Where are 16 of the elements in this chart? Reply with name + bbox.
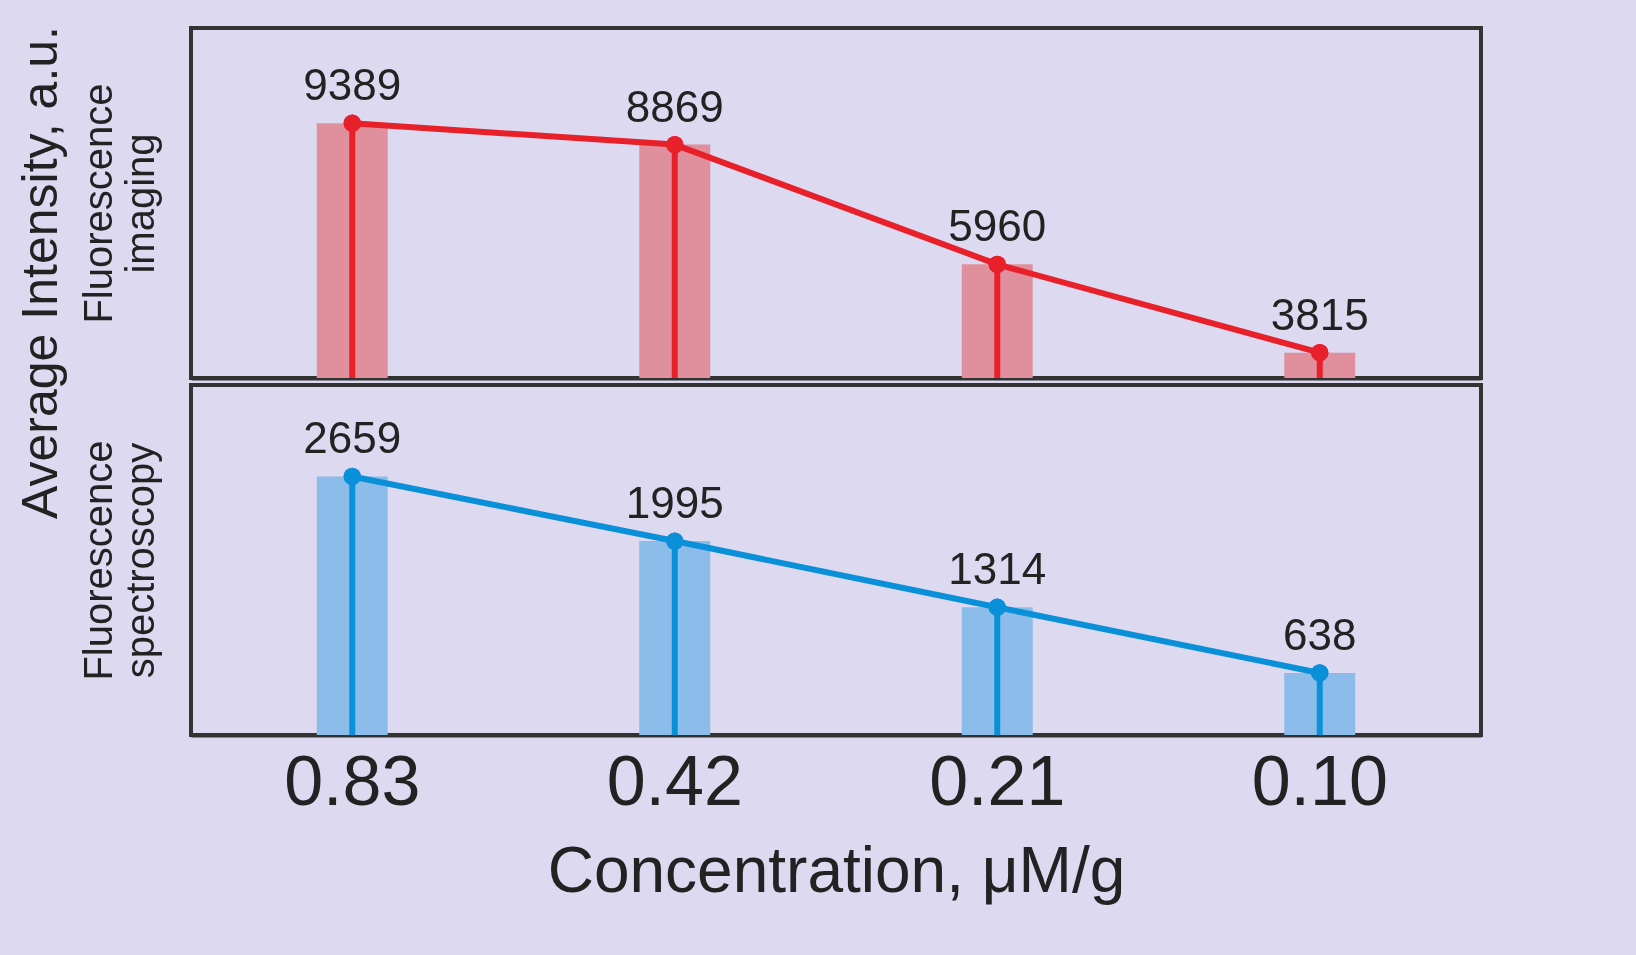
data-label: 1314 [948,544,1047,594]
x-tick-label: 0.83 [284,741,421,820]
data-label: 8869 [625,81,724,131]
x-tick-label: 0.21 [929,741,1066,820]
data-label: 2659 [303,413,402,463]
data-label: 1995 [625,478,724,528]
y-axis-title: Fluorescence imaging [75,83,162,324]
data-label: 638 [1283,609,1357,659]
text: Average Intensity, a.u. [12,26,68,519]
data-label: 9389 [303,60,402,110]
data-label: 3815 [1270,289,1369,339]
x-axis-title: Concentration, μM/g [547,833,1126,906]
y-axis-title: Fluorescence spectroscopy [75,440,162,681]
x-tick-label: 0.42 [606,741,743,820]
x-tick-label: 0.10 [1251,741,1388,820]
data-label: 5960 [948,201,1047,251]
